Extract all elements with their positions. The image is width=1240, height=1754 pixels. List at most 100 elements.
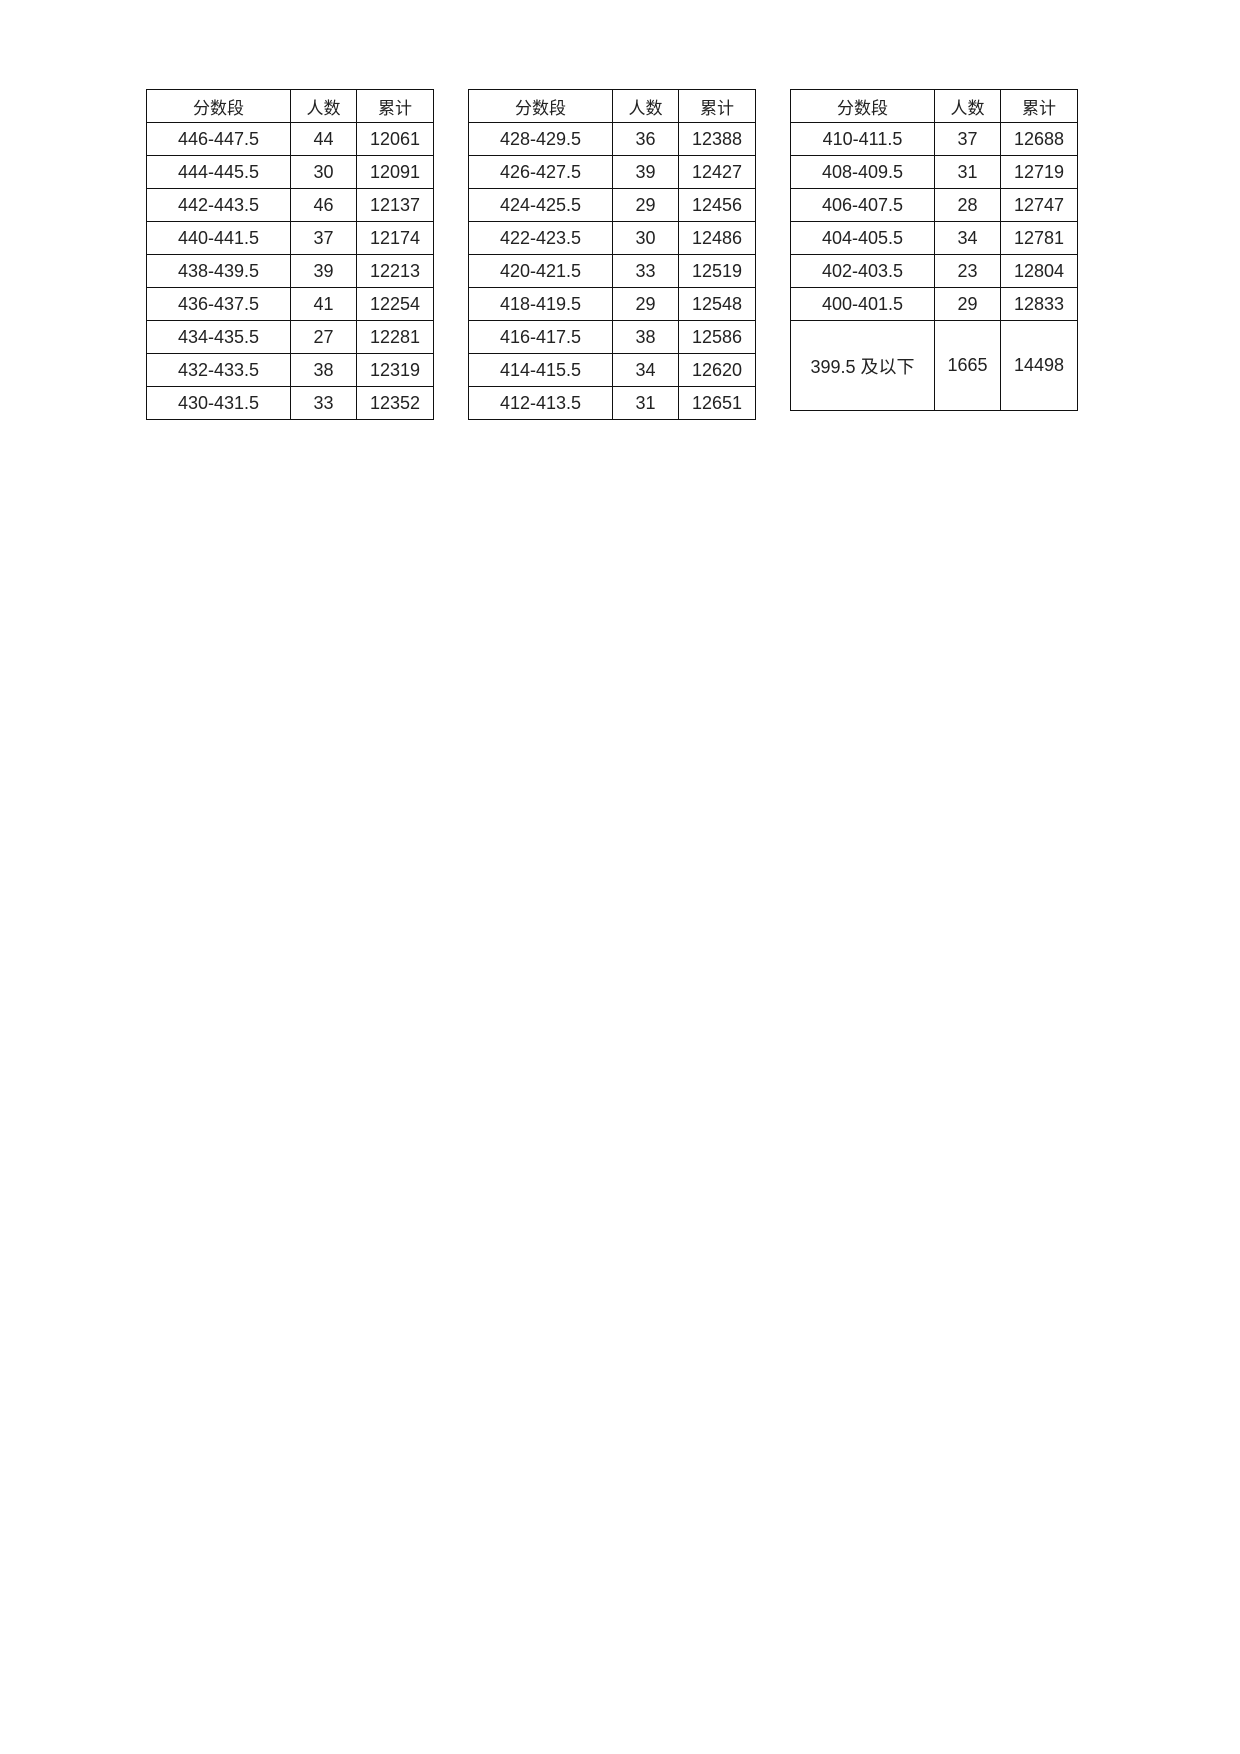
column-header: 分数段 <box>146 89 291 123</box>
table-cell: 37 <box>934 122 1001 156</box>
table-cell: 27 <box>290 320 357 354</box>
table-cell: 12427 <box>678 155 756 189</box>
table-cell: 38 <box>612 320 679 354</box>
score-table-3: 分数段 人数 累计 410-411.5 37 12688 408-409.5 31 12719 4… <box>790 89 1078 411</box>
table-cell: 12174 <box>356 221 434 255</box>
column-header: 分数段 <box>468 89 613 123</box>
table-row: 399.5 及以下 1665 14498 <box>790 320 1078 411</box>
table-cell: 12548 <box>678 287 756 321</box>
table-cell: 12651 <box>678 386 756 420</box>
table-row: 426-427.5 39 12427 <box>468 155 756 189</box>
header-row: 分数段 人数 累计 <box>790 89 1078 123</box>
table-cell: 36 <box>612 122 679 156</box>
table-row: 444-445.5 30 12091 <box>146 155 434 189</box>
table-cell: 12137 <box>356 188 434 222</box>
table-cell: 428-429.5 <box>468 122 613 156</box>
table-row: 414-415.5 34 12620 <box>468 353 756 387</box>
table-cell: 436-437.5 <box>146 287 291 321</box>
table-cell: 442-443.5 <box>146 188 291 222</box>
table-cell: 424-425.5 <box>468 188 613 222</box>
table-row: 442-443.5 46 12137 <box>146 188 434 222</box>
table-row: 404-405.5 34 12781 <box>790 221 1078 255</box>
column-header: 人数 <box>290 89 357 123</box>
table-cell: 399.5 及以下 <box>790 320 935 411</box>
table-cell: 440-441.5 <box>146 221 291 255</box>
table-cell: 12456 <box>678 188 756 222</box>
score-table-1: 分数段 人数 累计 446-447.5 44 12061 444-445.5 30 12091 4… <box>146 89 434 420</box>
table-cell: 426-427.5 <box>468 155 613 189</box>
table-cell: 12254 <box>356 287 434 321</box>
table-cell: 416-417.5 <box>468 320 613 354</box>
table-cell: 12352 <box>356 386 434 420</box>
table-cell: 438-439.5 <box>146 254 291 288</box>
table-row: 428-429.5 36 12388 <box>468 122 756 156</box>
table-cell: 434-435.5 <box>146 320 291 354</box>
table-row: 412-413.5 31 12651 <box>468 386 756 420</box>
column-header: 累计 <box>356 89 434 123</box>
table-cell: 28 <box>934 188 1001 222</box>
score-table-2: 分数段 人数 累计 428-429.5 36 12388 426-427.5 39 12427 4… <box>468 89 756 420</box>
table-row: 402-403.5 23 12804 <box>790 254 1078 288</box>
table-cell: 12781 <box>1000 221 1078 255</box>
table-cell: 12519 <box>678 254 756 288</box>
table-cell: 410-411.5 <box>790 122 935 156</box>
table-cell: 12388 <box>678 122 756 156</box>
table-row: 422-423.5 30 12486 <box>468 221 756 255</box>
table-cell: 420-421.5 <box>468 254 613 288</box>
table-cell: 1665 <box>934 320 1001 411</box>
table-cell: 44 <box>290 122 357 156</box>
table-cell: 430-431.5 <box>146 386 291 420</box>
column-header: 分数段 <box>790 89 935 123</box>
table-cell: 12213 <box>356 254 434 288</box>
table-row: 418-419.5 29 12548 <box>468 287 756 321</box>
table-cell: 14498 <box>1000 320 1078 411</box>
table-row: 410-411.5 37 12688 <box>790 122 1078 156</box>
table-row: 430-431.5 33 12352 <box>146 386 434 420</box>
table-cell: 31 <box>934 155 1001 189</box>
table-cell: 33 <box>612 254 679 288</box>
table-cell: 408-409.5 <box>790 155 935 189</box>
table-cell: 29 <box>612 287 679 321</box>
table-cell: 422-423.5 <box>468 221 613 255</box>
header-row: 分数段 人数 累计 <box>468 89 756 123</box>
table-cell: 12719 <box>1000 155 1078 189</box>
table-cell: 432-433.5 <box>146 353 291 387</box>
column-header: 累计 <box>1000 89 1078 123</box>
table-cell: 406-407.5 <box>790 188 935 222</box>
table-cell: 30 <box>290 155 357 189</box>
table-cell: 12688 <box>1000 122 1078 156</box>
table-cell: 12833 <box>1000 287 1078 321</box>
table-cell: 444-445.5 <box>146 155 291 189</box>
column-header: 累计 <box>678 89 756 123</box>
table-cell: 12804 <box>1000 254 1078 288</box>
table-row: 420-421.5 33 12519 <box>468 254 756 288</box>
table-cell: 418-419.5 <box>468 287 613 321</box>
table-cell: 29 <box>934 287 1001 321</box>
table-cell: 12586 <box>678 320 756 354</box>
table-cell: 34 <box>934 221 1001 255</box>
table-cell: 30 <box>612 221 679 255</box>
table-row: 432-433.5 38 12319 <box>146 353 434 387</box>
table-cell: 400-401.5 <box>790 287 935 321</box>
table-cell: 41 <box>290 287 357 321</box>
table-row: 400-401.5 29 12833 <box>790 287 1078 321</box>
table-row: 436-437.5 41 12254 <box>146 287 434 321</box>
table-row: 446-447.5 44 12061 <box>146 122 434 156</box>
table-cell: 39 <box>612 155 679 189</box>
table-cell: 404-405.5 <box>790 221 935 255</box>
column-header: 人数 <box>934 89 1001 123</box>
table-cell: 402-403.5 <box>790 254 935 288</box>
table-row: 416-417.5 38 12586 <box>468 320 756 354</box>
table-cell: 12620 <box>678 353 756 387</box>
table-cell: 446-447.5 <box>146 122 291 156</box>
table-cell: 12486 <box>678 221 756 255</box>
header-row: 分数段 人数 累计 <box>146 89 434 123</box>
table-row: 440-441.5 37 12174 <box>146 221 434 255</box>
table-cell: 12319 <box>356 353 434 387</box>
table-cell: 12061 <box>356 122 434 156</box>
table-row: 438-439.5 39 12213 <box>146 254 434 288</box>
table-cell: 12091 <box>356 155 434 189</box>
table-row: 406-407.5 28 12747 <box>790 188 1078 222</box>
table-cell: 414-415.5 <box>468 353 613 387</box>
table-cell: 412-413.5 <box>468 386 613 420</box>
